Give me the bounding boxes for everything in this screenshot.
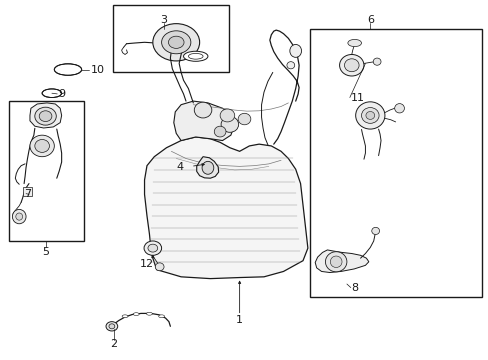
Ellipse shape	[194, 102, 211, 118]
Text: 12: 12	[140, 259, 154, 269]
PathPatch shape	[196, 157, 218, 178]
Ellipse shape	[30, 135, 54, 157]
Ellipse shape	[344, 59, 358, 72]
Ellipse shape	[42, 89, 61, 98]
Text: 5: 5	[42, 247, 49, 257]
Text: 10: 10	[91, 64, 105, 75]
Ellipse shape	[221, 117, 238, 132]
Ellipse shape	[289, 44, 301, 57]
Ellipse shape	[238, 113, 250, 125]
Ellipse shape	[144, 241, 161, 255]
Ellipse shape	[361, 108, 378, 123]
Ellipse shape	[202, 161, 213, 174]
Text: 4: 4	[176, 162, 183, 172]
Ellipse shape	[146, 312, 152, 315]
Text: 6: 6	[366, 15, 373, 26]
PathPatch shape	[144, 137, 307, 279]
Text: 2: 2	[110, 339, 117, 349]
Ellipse shape	[214, 126, 225, 137]
Ellipse shape	[365, 112, 374, 120]
Ellipse shape	[122, 315, 128, 318]
Ellipse shape	[109, 324, 115, 329]
Ellipse shape	[35, 139, 49, 152]
PathPatch shape	[315, 250, 368, 273]
Ellipse shape	[153, 24, 199, 61]
Bar	[9, 101, 83, 241]
Ellipse shape	[158, 315, 164, 318]
Ellipse shape	[46, 91, 58, 96]
Ellipse shape	[148, 244, 158, 252]
Ellipse shape	[183, 51, 207, 61]
Text: 3: 3	[160, 15, 167, 26]
Ellipse shape	[155, 263, 163, 271]
Ellipse shape	[325, 252, 346, 272]
Ellipse shape	[355, 102, 384, 129]
Ellipse shape	[371, 227, 379, 234]
Ellipse shape	[286, 62, 294, 69]
Ellipse shape	[133, 313, 139, 316]
Ellipse shape	[339, 54, 363, 76]
Text: 1: 1	[236, 315, 243, 325]
Text: 7: 7	[24, 189, 31, 199]
Ellipse shape	[35, 107, 56, 125]
Text: 11: 11	[350, 93, 364, 103]
Ellipse shape	[394, 104, 404, 113]
Ellipse shape	[220, 109, 234, 122]
Bar	[22, 187, 32, 196]
Ellipse shape	[12, 210, 26, 224]
Ellipse shape	[347, 40, 361, 46]
Text: 8: 8	[350, 283, 357, 293]
Ellipse shape	[16, 213, 22, 220]
PathPatch shape	[173, 101, 234, 140]
Text: 9: 9	[58, 89, 65, 99]
PathPatch shape	[30, 103, 61, 128]
Ellipse shape	[161, 31, 190, 54]
Ellipse shape	[59, 66, 77, 73]
Ellipse shape	[330, 256, 341, 267]
Ellipse shape	[372, 58, 380, 65]
Bar	[310, 30, 482, 297]
Ellipse shape	[188, 53, 203, 59]
Ellipse shape	[39, 111, 52, 122]
Ellipse shape	[54, 64, 81, 75]
Ellipse shape	[168, 36, 183, 48]
Bar	[113, 5, 228, 72]
Ellipse shape	[106, 321, 118, 331]
